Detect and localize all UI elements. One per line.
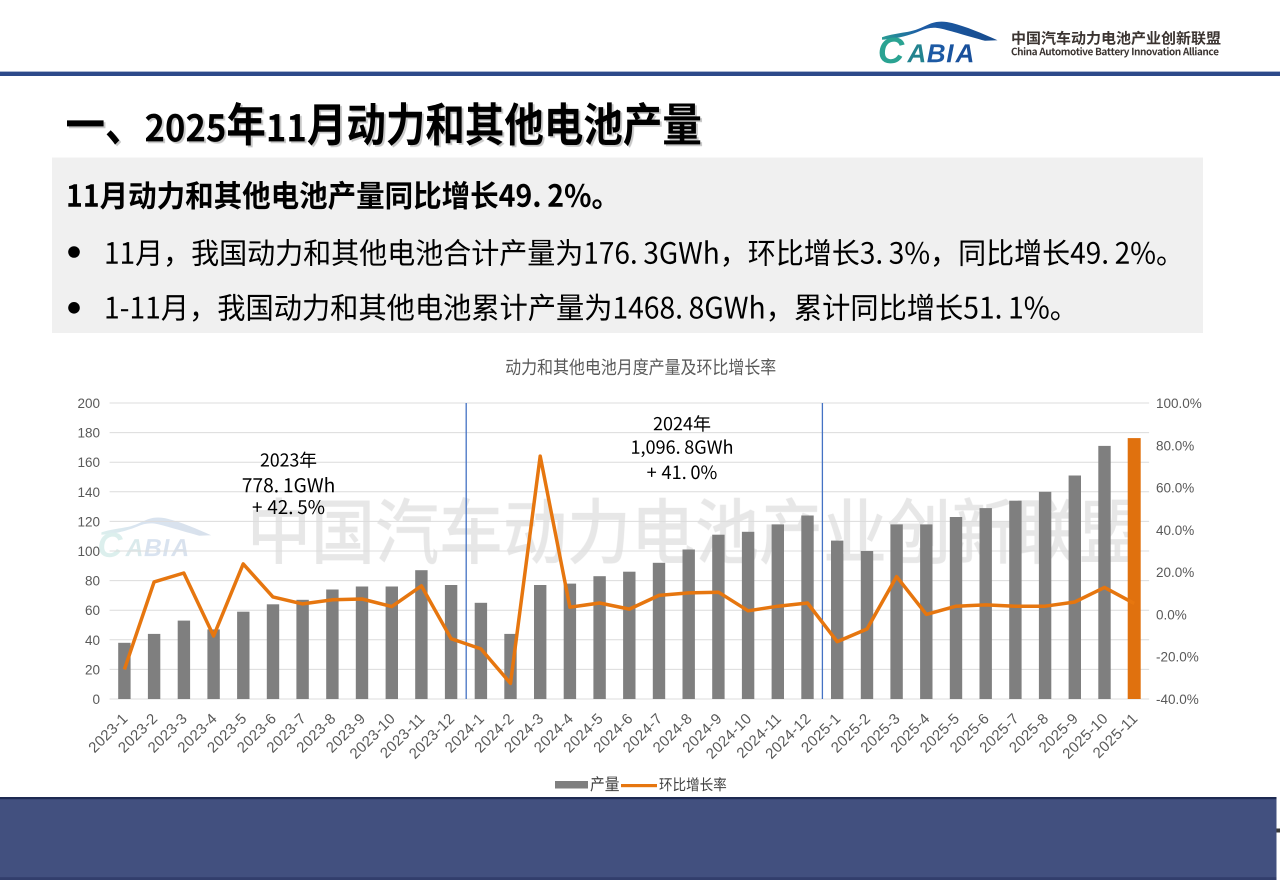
- svg-text:20.0%: 20.0%: [1156, 565, 1194, 580]
- svg-text:-20.0%: -20.0%: [1156, 650, 1199, 665]
- svg-text:60: 60: [85, 603, 100, 618]
- svg-text:140: 140: [77, 485, 100, 500]
- svg-text:20: 20: [85, 662, 100, 677]
- svg-text:60.0%: 60.0%: [1156, 481, 1194, 496]
- svg-text:80.0%: 80.0%: [1156, 438, 1194, 453]
- svg-text:200: 200: [77, 396, 100, 411]
- svg-text:-40.0%: -40.0%: [1156, 692, 1199, 707]
- svg-text:40: 40: [85, 633, 100, 648]
- svg-text:100: 100: [77, 544, 100, 559]
- svg-text:0: 0: [92, 692, 100, 707]
- svg-text:80: 80: [85, 574, 100, 589]
- svg-text:120: 120: [77, 514, 100, 529]
- svg-text:100.0%: 100.0%: [1156, 396, 1202, 411]
- svg-text:180: 180: [77, 426, 100, 441]
- svg-text:40.0%: 40.0%: [1156, 523, 1194, 538]
- svg-text:160: 160: [77, 455, 100, 470]
- svg-text:0.0%: 0.0%: [1156, 607, 1187, 622]
